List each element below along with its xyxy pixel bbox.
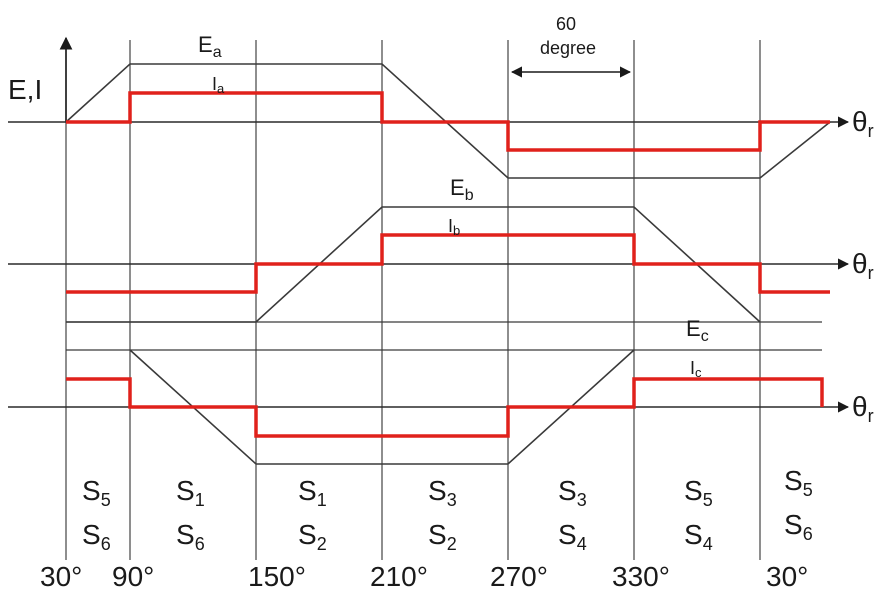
switch-labels: S5 S6 S1 S6 S1 S2 S3 S2 S3 S4 S5 S4 S5 S… bbox=[82, 465, 813, 554]
angle-label-3: 150° bbox=[248, 561, 306, 592]
phase-b-current-label: Ib bbox=[448, 216, 460, 238]
switch-bottom-5: S4 bbox=[558, 519, 587, 554]
switch-bottom-2: S6 bbox=[176, 519, 205, 554]
phase-b-theta-label: θr bbox=[852, 248, 874, 283]
angle-label-4: 210° bbox=[370, 561, 428, 592]
phase-a-emf-label: Ea bbox=[198, 32, 222, 61]
angle-label-6: 330° bbox=[612, 561, 670, 592]
angle-label-5: 270° bbox=[490, 561, 548, 592]
phase-a-theta-label: θr bbox=[852, 106, 874, 141]
angle-labels: 30° 90° 150° 210° 270° 330° 30° bbox=[40, 561, 808, 592]
angle-label-1: 30° bbox=[40, 561, 82, 592]
phase-c-current-label: Ic bbox=[690, 358, 702, 380]
phase-b-emf-label: Eb bbox=[450, 175, 474, 204]
phase-b-emf-trace bbox=[66, 206, 761, 323]
switch-bottom-6: S4 bbox=[684, 519, 713, 554]
phase-a: Ea Ia θr bbox=[8, 32, 874, 179]
switch-top-7: S5 bbox=[784, 465, 813, 500]
y-axis-label: E,I bbox=[8, 74, 42, 105]
phase-c: Ec Ic θr bbox=[8, 316, 874, 465]
phase-c-emf-label: Ec bbox=[686, 316, 709, 345]
angle-label-2: 90° bbox=[112, 561, 154, 592]
switch-bottom-1: S6 bbox=[82, 519, 111, 554]
sixty-degree-annotation: 60 degree bbox=[510, 14, 632, 78]
switch-top-1: S5 bbox=[82, 475, 111, 510]
switch-bottom-3: S2 bbox=[298, 519, 327, 554]
annotation-line2: degree bbox=[540, 38, 596, 58]
switch-bottom-7: S6 bbox=[784, 509, 813, 544]
switch-top-2: S1 bbox=[176, 475, 205, 510]
phase-a-current-trace bbox=[66, 91, 830, 152]
phase-c-theta-label: θr bbox=[852, 391, 874, 426]
phase-c-current-trace bbox=[66, 377, 824, 438]
switch-top-6: S5 bbox=[684, 475, 713, 510]
angle-label-7: 30° bbox=[766, 561, 808, 592]
phase-b: Eb Ib θr bbox=[8, 175, 874, 323]
switch-top-3: S1 bbox=[298, 475, 327, 510]
switch-top-4: S3 bbox=[428, 475, 457, 510]
switch-top-5: S3 bbox=[558, 475, 587, 510]
phase-b-current-trace bbox=[66, 233, 830, 294]
annotation-line1: 60 bbox=[556, 14, 576, 34]
phase-a-current-label: Ia bbox=[212, 74, 225, 96]
switch-bottom-4: S2 bbox=[428, 519, 457, 554]
sector-dividers bbox=[65, 40, 761, 560]
